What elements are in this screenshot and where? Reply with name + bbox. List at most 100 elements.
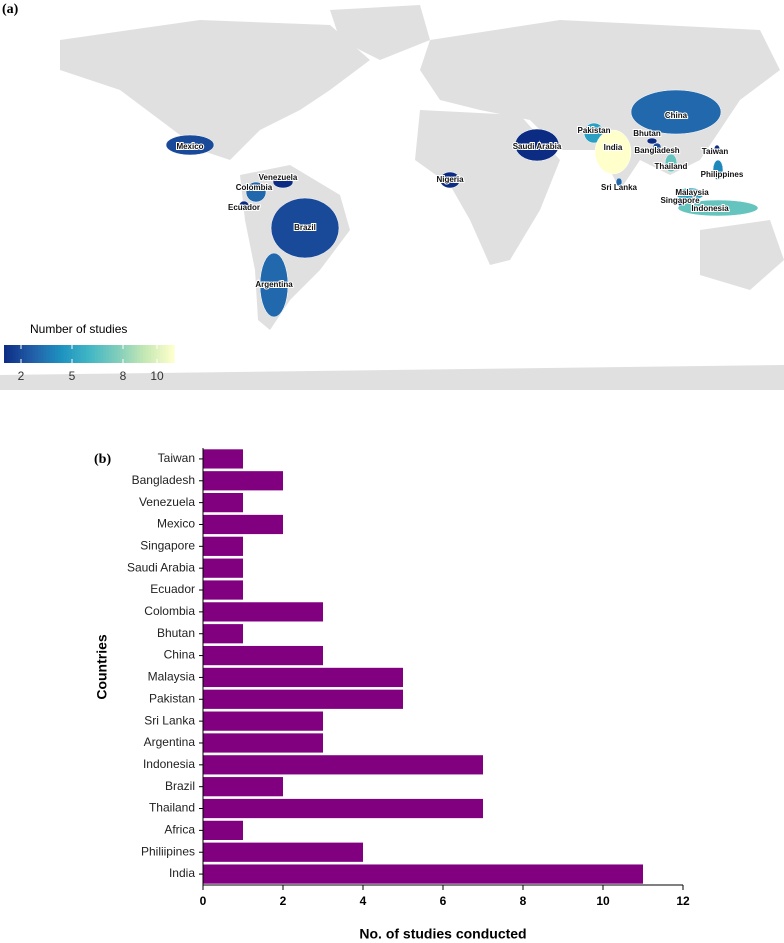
country-label: Bhutan (633, 129, 661, 138)
colorbar-tick-label: 2 (18, 369, 25, 383)
colorbar-segment (66, 345, 70, 363)
country-label: Nigeria (436, 175, 464, 184)
colorbar-segment (162, 345, 166, 363)
legend-title: Number of studies (30, 322, 127, 336)
country-area (594, 129, 632, 175)
colorbar-segment (21, 345, 25, 363)
land-shape (60, 20, 370, 160)
country-area (664, 153, 678, 173)
colorbar-tick-label: 8 (120, 369, 127, 383)
colorbar-segment (26, 345, 30, 363)
colorbar-segment (91, 345, 96, 363)
colorbar-segment (4, 345, 8, 363)
colorbar-segment (43, 345, 47, 363)
country-label: Mexico (176, 142, 203, 151)
colorbar-segment (94, 345, 98, 363)
colorbar-segment (52, 345, 56, 363)
colorbar-segment (6, 345, 11, 363)
x-tick-label: 6 (440, 894, 447, 908)
colorbar-segment (168, 345, 172, 363)
land-shape (330, 5, 430, 60)
country-label: Indonesia (691, 204, 729, 213)
country-label: Saudi Arabia (513, 142, 562, 151)
colorbar-segment (125, 345, 130, 363)
country-area (615, 177, 623, 187)
country-label: Singapore (660, 196, 700, 205)
y-tick-label: Thailand (149, 801, 195, 815)
y-axis-title: Countries (94, 634, 110, 700)
y-tick-label: Argentina (144, 735, 196, 749)
colorbar-segment (77, 345, 81, 363)
country-label: Malaysia (675, 188, 709, 197)
colorbar-segment (40, 345, 45, 363)
bar (203, 820, 243, 840)
colorbar-segment (111, 345, 115, 363)
colorbar-tick-label: 5 (69, 369, 76, 383)
colorbar-segment (117, 345, 121, 363)
colorbar-segment (134, 345, 138, 363)
colorbar-segment (103, 345, 107, 363)
x-tick-label: 2 (280, 894, 287, 908)
bar (203, 798, 483, 819)
colorbar-segment (72, 345, 76, 363)
y-tick-label: Bhutan (157, 626, 195, 640)
colorbar-segment (86, 345, 90, 363)
country-area (165, 134, 215, 156)
colorbar-segment (57, 345, 62, 363)
bar (203, 602, 323, 622)
country-area (272, 175, 294, 189)
x-tick-label: 4 (360, 894, 367, 908)
colorbar-segment (108, 345, 113, 363)
country-label: Pakistan (578, 126, 611, 135)
colorbar-segment (32, 345, 36, 363)
y-tick-label: Malaysia (148, 670, 196, 684)
colorbar-segment (63, 345, 67, 363)
country-shapes (165, 89, 759, 318)
colorbar-segment (74, 345, 79, 363)
y-tick-label: Saudi Arabia (127, 560, 195, 574)
colorbar-segment (165, 345, 169, 363)
x-tick-label: 10 (596, 894, 610, 908)
country-label: Bangladesh (634, 146, 679, 155)
colorbar-segment (142, 345, 147, 363)
country-label: Brazil (294, 223, 316, 232)
bar (203, 711, 323, 731)
country-label: Venezuela (259, 173, 298, 182)
y-tick-label: China (164, 648, 196, 662)
country-label: Taiwan (702, 147, 729, 156)
country-area (259, 252, 289, 318)
country-area (677, 199, 759, 217)
colorbar-segment (80, 345, 84, 363)
colorbar-segment (106, 345, 110, 363)
country-label: Ecuador (228, 203, 260, 212)
colorbar-segment (120, 345, 124, 363)
bar (203, 777, 283, 797)
colorbar-tick-label: 10 (150, 369, 164, 383)
colorbar-segment (83, 345, 87, 363)
y-tick-label: Mexico (157, 517, 195, 531)
country-area (439, 171, 461, 189)
colorbar-segment (55, 345, 59, 363)
country-area (675, 187, 705, 201)
y-tick-label: Colombia (144, 604, 195, 618)
colorbar-segment (15, 345, 19, 363)
x-axis-title: No. of studies conducted (359, 926, 526, 942)
country-area (630, 89, 722, 135)
bar (203, 689, 403, 709)
panel-label: (b) (94, 452, 111, 467)
colorbar-segment (140, 345, 144, 363)
colorbar-segment (38, 345, 42, 363)
country-area (646, 137, 658, 145)
colorbar-segment (97, 345, 101, 363)
bar (203, 733, 323, 753)
colorbar-segment (157, 345, 161, 363)
land-shape (420, 20, 780, 190)
colorbar-segment (123, 345, 127, 363)
colorbar-segment (12, 345, 16, 363)
bar (203, 580, 243, 600)
colorbar-segment (145, 345, 149, 363)
y-tick-label: Singapore (140, 538, 195, 552)
country-label: China (665, 111, 688, 120)
